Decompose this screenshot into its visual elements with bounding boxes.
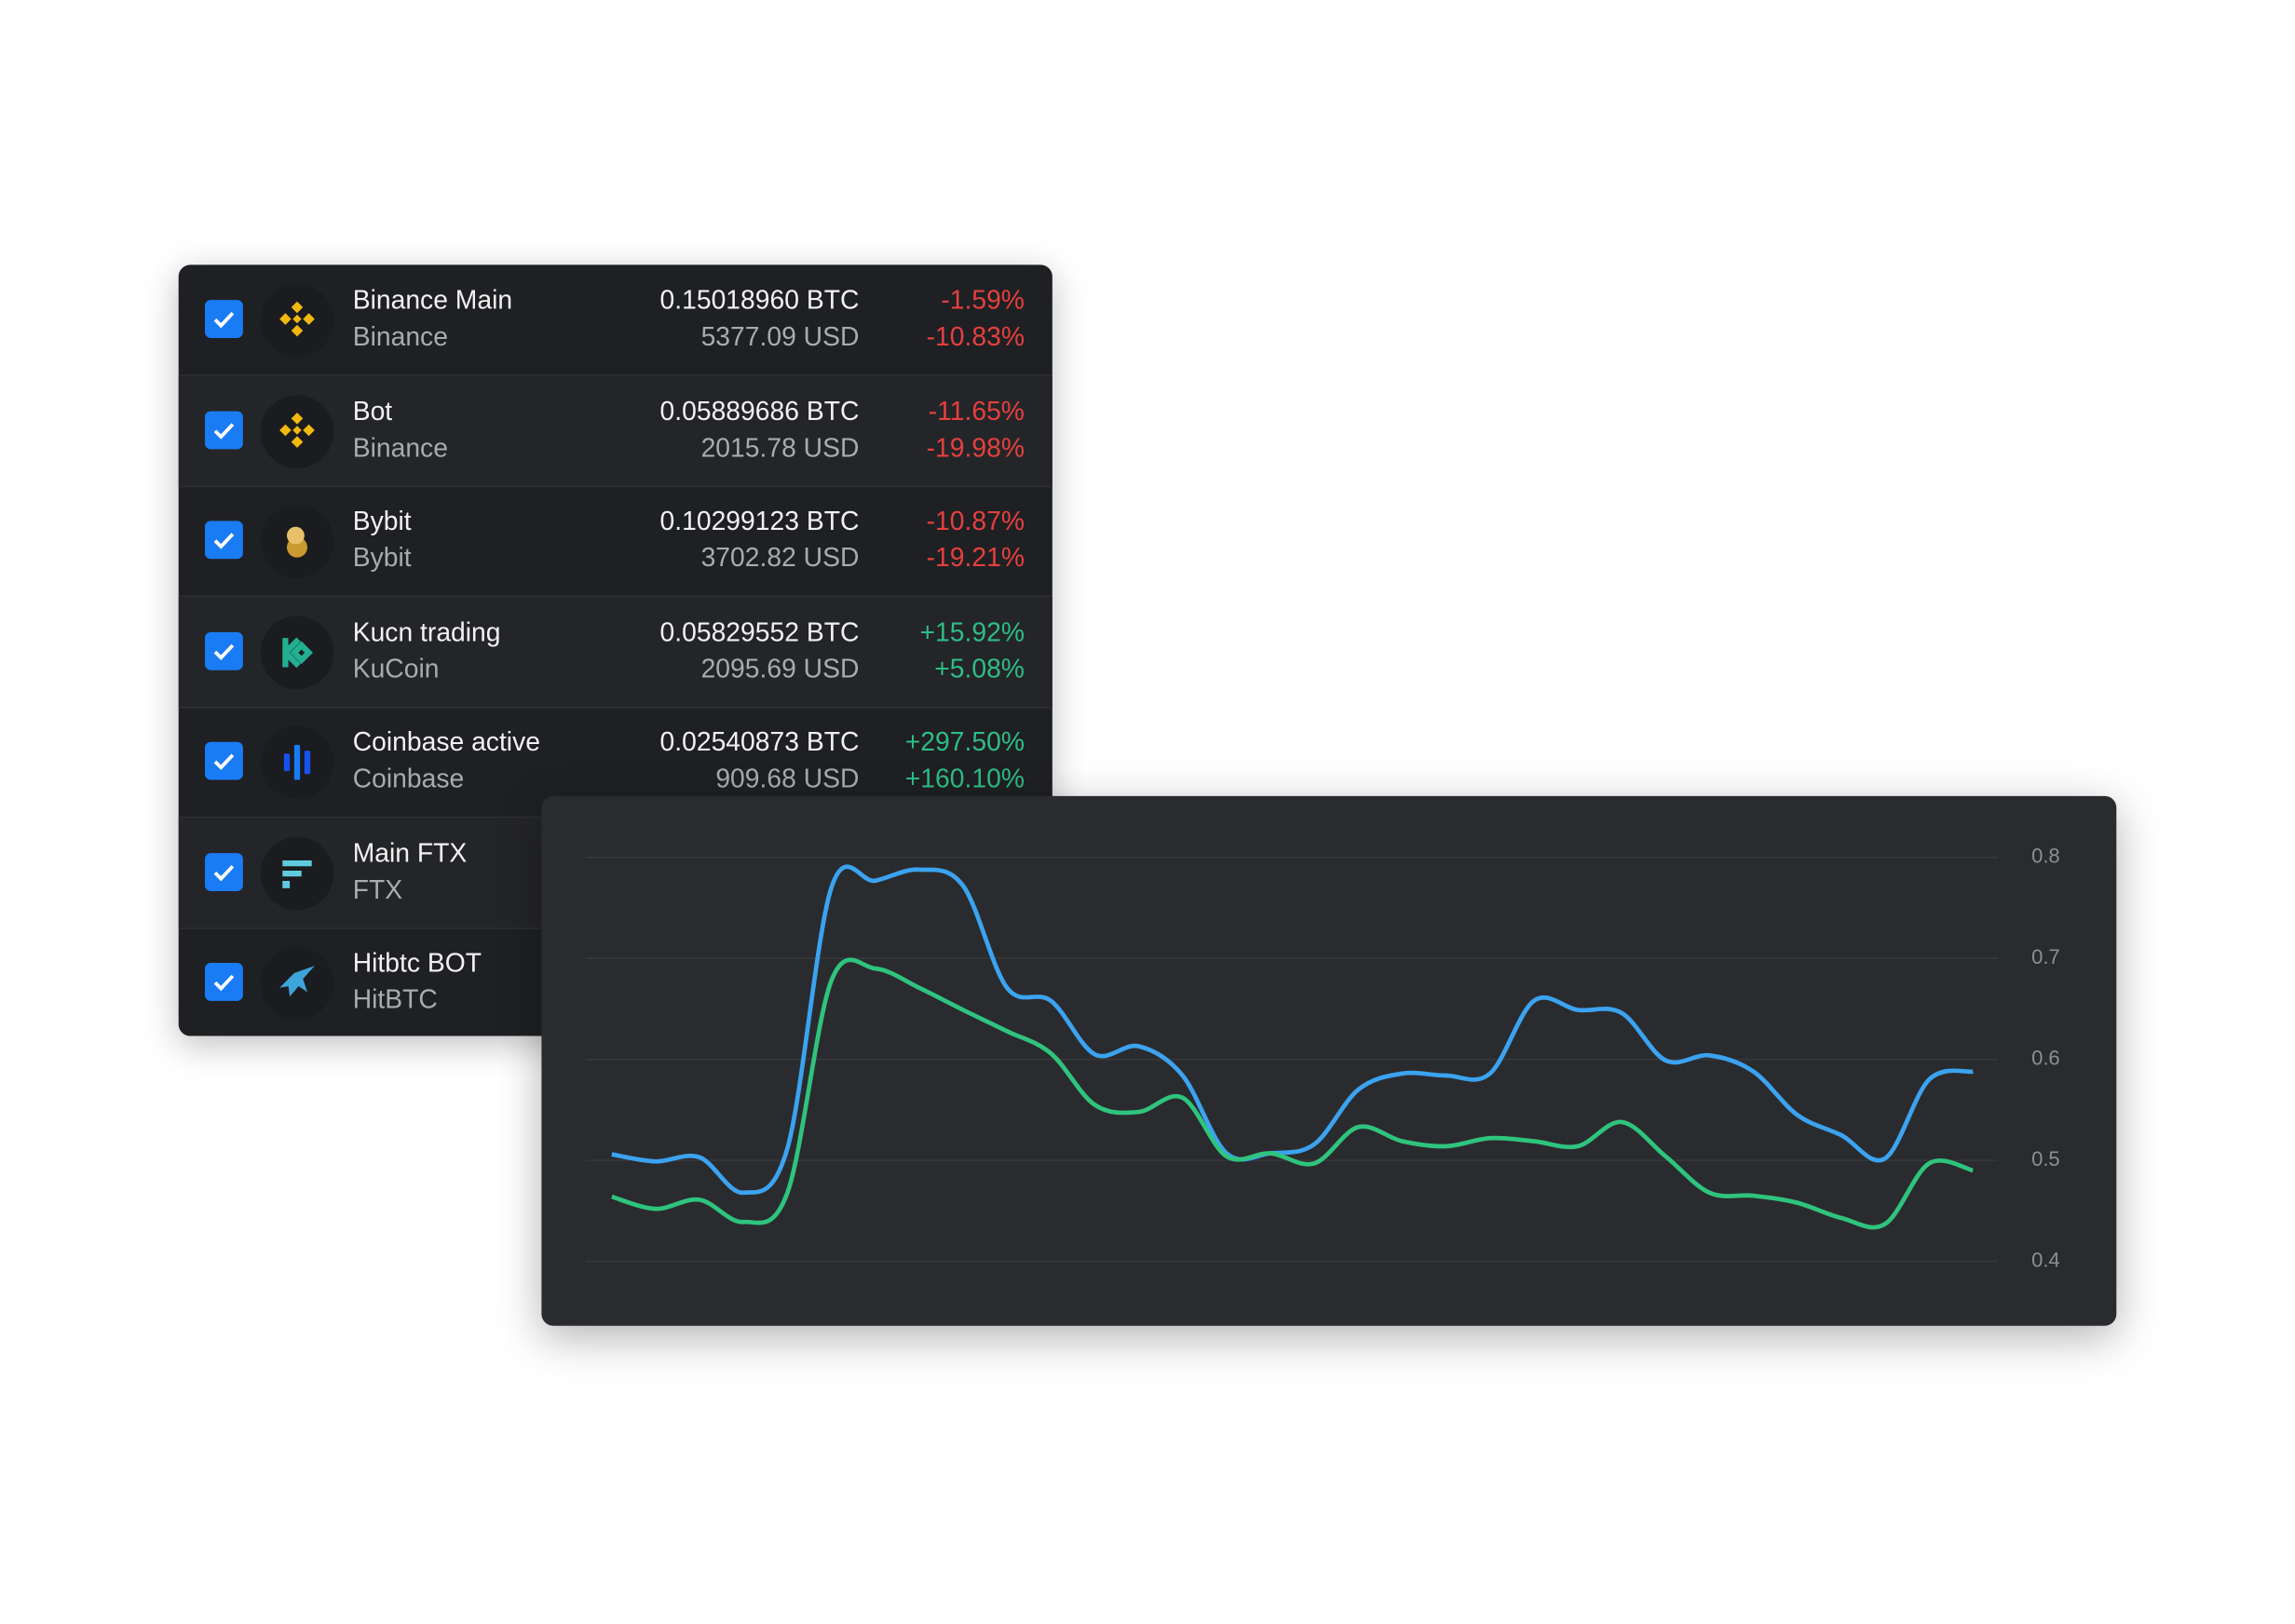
check-mark [213, 753, 235, 770]
percent-change: -1.59% [941, 285, 1025, 315]
check-mark [213, 974, 235, 992]
checkbox[interactable] [204, 521, 243, 560]
account-row[interactable]: Bybit Bybit 0.10299123 BTC 3702.82 USD -10.8… [178, 486, 1052, 598]
series-line [611, 864, 1974, 1196]
chart: 0.4 0.5 0.6 0.7 0.8 [585, 845, 2060, 1271]
percent-change: +160.10% [904, 764, 1025, 793]
exchange-name: KuCoin [352, 653, 440, 683]
account-name: Bybit [352, 506, 412, 536]
usd-balance: 909.68 USD [715, 764, 860, 793]
icon-graphic [282, 636, 314, 668]
usd-balance: 2015.78 USD [700, 432, 860, 462]
checkbox[interactable] [204, 631, 243, 670]
checkbox[interactable] [204, 300, 243, 338]
account-row[interactable]: Kucn trading KuCoin 0.05829552 BTC 2095.69 … [178, 596, 1052, 708]
checkbox[interactable] [204, 962, 243, 1001]
usd-balance: 5377.09 USD [700, 321, 860, 352]
exchange-name: Binance [352, 432, 448, 462]
icon-graphic [279, 412, 315, 448]
account-row[interactable]: Bot Binance 0.05889686 BTC 2015.78 USD -11.6… [178, 375, 1052, 487]
icon-graphic [283, 744, 311, 780]
exchange-name: Coinbase [352, 764, 465, 793]
check-mark [213, 643, 235, 660]
account-name: Main FTX [352, 837, 468, 868]
exchange-name: Bybit [352, 542, 412, 573]
icon-graphic [279, 301, 315, 337]
exchange-icon [260, 615, 334, 689]
check-mark [213, 533, 235, 549]
y-tick-label: 0.5 [2031, 1147, 2060, 1171]
percent-change: -19.98% [926, 432, 1025, 462]
checkbox[interactable] [204, 852, 243, 891]
account-name: Bot [352, 396, 393, 426]
icon-graphic [282, 859, 312, 888]
y-tick-label: 0.7 [2031, 945, 2060, 968]
percent-change: +5.08% [934, 653, 1025, 683]
percent-change: +297.50% [904, 726, 1025, 757]
btc-balance: 0.02540873 BTC [659, 726, 860, 757]
percent-change: +15.92% [919, 616, 1025, 646]
icon-graphic [286, 526, 307, 558]
exchange-icon [260, 836, 334, 910]
icon-graphic [279, 966, 315, 997]
account-row[interactable]: Coinbase active Coinbase 0.02540873 BTC 909… [178, 707, 1052, 819]
btc-balance: 0.15018960 BTC [659, 285, 860, 315]
exchange-name: HitBTC [352, 984, 438, 1014]
btc-balance: 0.05889686 BTC [659, 396, 860, 426]
account-name: Hitbtc BOT [352, 948, 482, 978]
account-name: Kucn trading [352, 616, 501, 646]
percent-change: -10.83% [926, 321, 1025, 352]
exchange-name: FTX [352, 873, 403, 904]
usd-balance: 3702.82 USD [700, 542, 860, 573]
check-mark [213, 422, 235, 439]
account-row[interactable]: Binance Main Binance 0.15018960 BTC 5377.09… [178, 264, 1052, 376]
account-row[interactable]: Hitbtc BOT HitBTC [179, 927, 1052, 1035]
account-name: Binance Main [352, 285, 513, 315]
btc-balance: 0.05829552 BTC [659, 616, 860, 646]
usd-balance: 2095.69 USD [700, 653, 860, 683]
check-mark [213, 311, 235, 329]
check-mark [213, 864, 235, 881]
percent-change: -10.87% [926, 506, 1025, 536]
percent-change: -19.21% [926, 542, 1025, 573]
account-name: Coinbase active [352, 726, 540, 757]
checkbox[interactable] [204, 741, 243, 780]
exchange-icon [260, 946, 334, 1021]
checkbox[interactable] [204, 410, 243, 449]
exchange-icon [260, 283, 334, 358]
chart-panel: 0.4 0.5 0.6 0.7 0.8 [541, 795, 2117, 1326]
exchange-icon [260, 394, 334, 468]
y-tick-label: 0.6 [2031, 1047, 2060, 1070]
percent-change: -11.65% [928, 396, 1025, 426]
exchange-icon [260, 725, 334, 799]
exchange-name: Binance [352, 321, 448, 352]
y-tick-label: 0.8 [2031, 845, 2060, 868]
series-line [611, 957, 1974, 1230]
exchange-icon [260, 505, 334, 578]
y-tick-label: 0.4 [2031, 1248, 2060, 1271]
btc-balance: 0.10299123 BTC [659, 506, 860, 536]
